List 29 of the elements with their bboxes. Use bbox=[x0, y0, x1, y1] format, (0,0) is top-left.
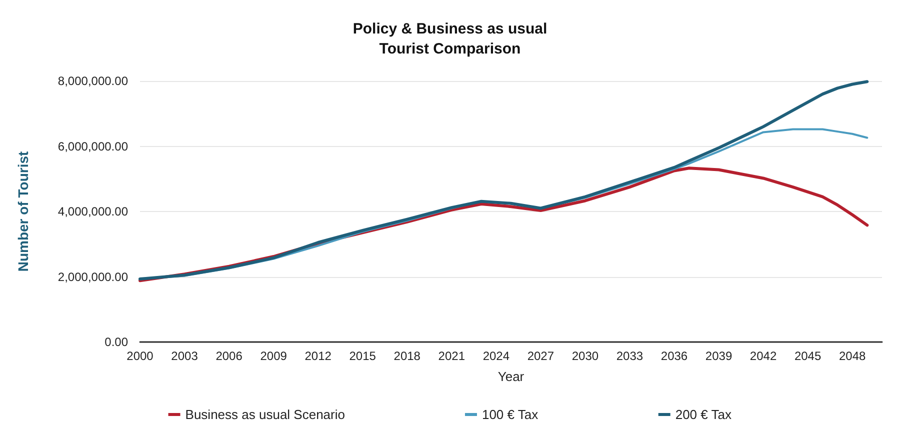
y-axis-title: Number of Tourist bbox=[15, 151, 31, 272]
x-tick-label: 2000 bbox=[126, 349, 154, 363]
x-tick-label: 2009 bbox=[260, 349, 288, 363]
x-tick-label: 2036 bbox=[660, 349, 688, 363]
x-tick-label: 2042 bbox=[750, 349, 777, 363]
x-tick-label: 2033 bbox=[616, 349, 644, 363]
line-series bbox=[138, 80, 869, 281]
x-tick-label: 2024 bbox=[482, 349, 510, 363]
x-tick-label: 2030 bbox=[572, 349, 599, 363]
x-tick-label: 2048 bbox=[838, 349, 866, 363]
x-tick-label: 2039 bbox=[705, 349, 732, 363]
legend-label: 200 € Tax bbox=[675, 407, 732, 422]
y-tick-label: 2,000,000.00 bbox=[58, 270, 128, 284]
x-tick-label: 2018 bbox=[394, 349, 421, 363]
chart-title: Policy & Business as usual Tourist Comparison bbox=[352, 20, 548, 58]
x-tick-label: 2045 bbox=[794, 349, 822, 363]
x-tick-label: 2012 bbox=[304, 349, 332, 363]
y-tick-label: 8,000,000.00 bbox=[58, 74, 128, 88]
x-tick-label: 2015 bbox=[349, 349, 376, 363]
legend-label: Business as usual Scenario bbox=[185, 407, 345, 422]
x-tick-label: 2006 bbox=[216, 349, 243, 363]
y-tick-label: 4,000,000.00 bbox=[58, 204, 128, 218]
y-tick-label: 6,000,000.00 bbox=[58, 139, 128, 154]
x-tick-label: 2027 bbox=[527, 349, 554, 363]
legend-label: 100 € Tax bbox=[482, 407, 539, 422]
x-tick-label: 2003 bbox=[171, 349, 198, 363]
x-tick-label: 2021 bbox=[438, 349, 466, 363]
x-axis-title: Year bbox=[498, 369, 525, 384]
y-tick-label: 0.00 bbox=[104, 335, 128, 349]
